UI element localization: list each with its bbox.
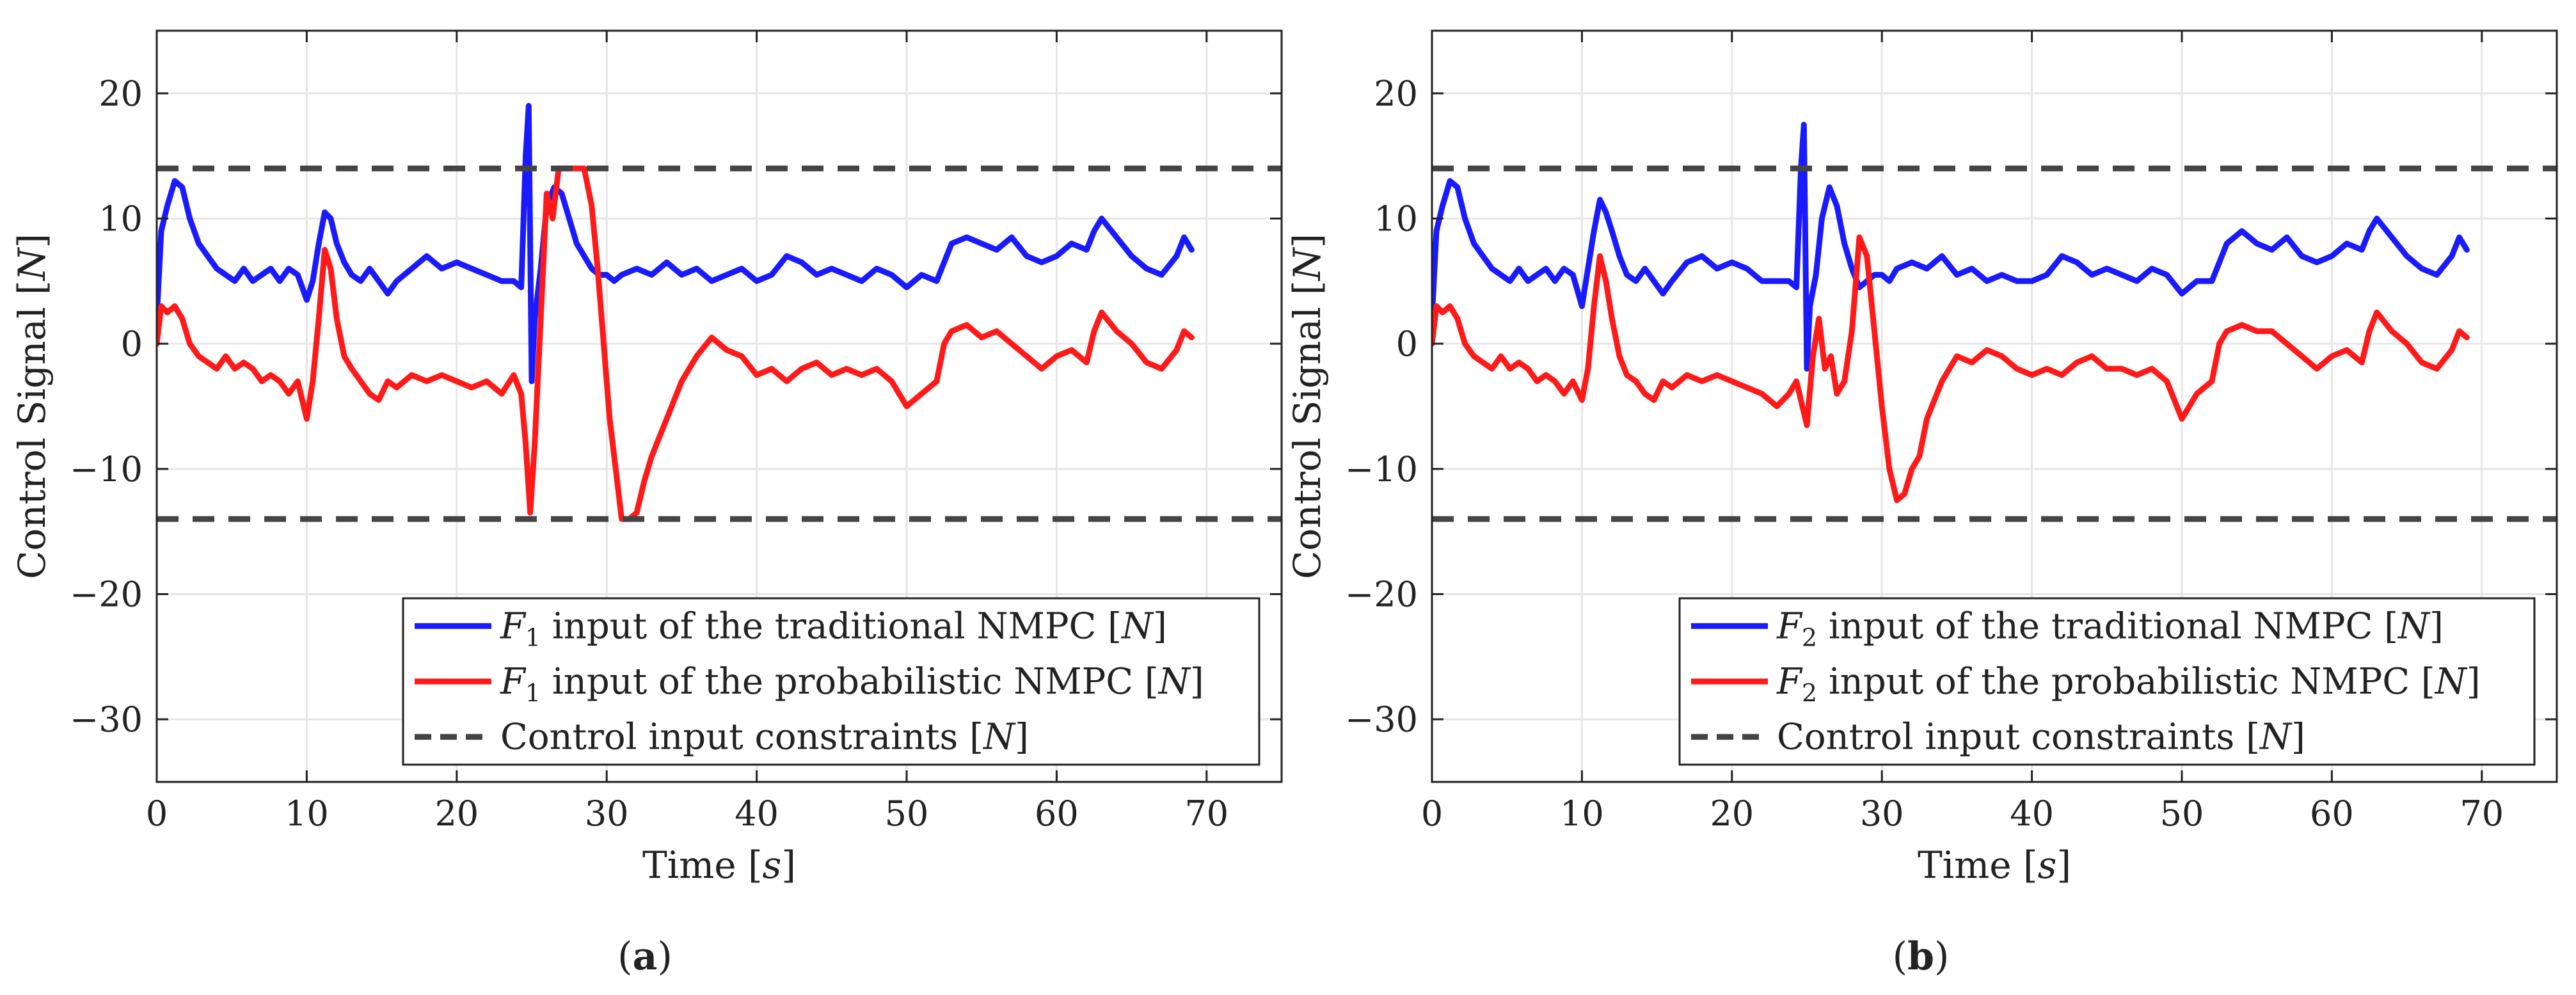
x-axis-label: Time [s] (642, 843, 796, 887)
legend-entry-probabilistic: F1 input of the probabilistic NMPC [N] (500, 661, 1204, 707)
legend-entry-constraint: Control input constraints [N] (1777, 717, 2305, 758)
legend-entry-probabilistic: F2 input of the probabilistic NMPC [N] (1776, 661, 2481, 707)
data-layer (157, 102, 1282, 522)
x-tick-label: 70 (2460, 793, 2504, 834)
x-tick-label: 70 (1184, 793, 1228, 834)
y-axis-label: Control Signal [N] (1285, 234, 1329, 579)
legend-box (1678, 597, 2536, 766)
series-line-traditional (157, 102, 1195, 385)
axes-box (155, 29, 1283, 783)
chart-panel-a: 0 10 20 30 40 50 60 70 20 10 0 −10 −20 −30 Time [s] Con… (10, 29, 1283, 979)
x-tick-label: 60 (2310, 793, 2354, 834)
legend-box (402, 597, 1260, 766)
x-tick-label: 20 (1710, 793, 1754, 834)
y-tick-label: 20 (1374, 74, 1418, 114)
y-tick-label: −30 (70, 699, 143, 740)
y-tick-label: −20 (1345, 575, 1418, 615)
y-tick-label: −10 (70, 449, 143, 490)
x-tick-label: 0 (1421, 793, 1443, 834)
y-tick-label: −10 (1345, 449, 1418, 490)
legend: F1 input of the traditional NMPC [N] F1 i… (402, 597, 1260, 766)
x-tick-label: 50 (2160, 793, 2204, 834)
x-axis-label: Time [s] (1918, 843, 2071, 887)
x-tick-label: 0 (146, 793, 168, 834)
panel-label: (a) (617, 934, 672, 979)
x-tick-label: 20 (434, 793, 479, 834)
data-layer (1432, 122, 2557, 522)
x-tick-label: 30 (585, 793, 629, 834)
series-line-probabilistic (157, 165, 1195, 522)
y-tick-label: 20 (99, 74, 143, 114)
panel-label: (b) (1893, 934, 1950, 979)
x-tick-label: 50 (885, 793, 929, 834)
y-tick-label: 10 (1374, 199, 1418, 239)
series-line-traditional (1432, 122, 2470, 372)
x-tick-label: 10 (1560, 793, 1604, 834)
series-line-probabilistic (1432, 234, 2470, 504)
x-tick-label: 40 (735, 793, 779, 834)
legend: F2 input of the traditional NMPC [N] F2 i… (1678, 597, 2536, 766)
y-tick-label: 0 (121, 324, 143, 364)
y-tick-label: 0 (1396, 324, 1418, 364)
x-tick-label: 10 (285, 793, 329, 834)
legend-entry-traditional: F2 input of the traditional NMPC [N] (1776, 605, 2444, 651)
y-tick-label: 10 (99, 199, 143, 239)
y-tick-label: −30 (1345, 699, 1418, 740)
y-tick-label: −20 (70, 575, 143, 615)
axes-box (1431, 29, 2558, 783)
x-tick-label: 40 (2010, 793, 2054, 834)
chart-panel-b: 0 10 20 30 40 50 60 70 20 10 0 −10 −20 −30 Time [s] Con… (1285, 29, 2558, 979)
x-tick-label: 60 (1035, 793, 1079, 834)
legend-entry-constraint: Control input constraints [N] (500, 717, 1029, 758)
y-axis-label: Control Signal [N] (10, 234, 54, 579)
legend-entry-traditional: F1 input of the traditional NMPC [N] (500, 605, 1167, 651)
x-tick-label: 30 (1860, 793, 1904, 834)
